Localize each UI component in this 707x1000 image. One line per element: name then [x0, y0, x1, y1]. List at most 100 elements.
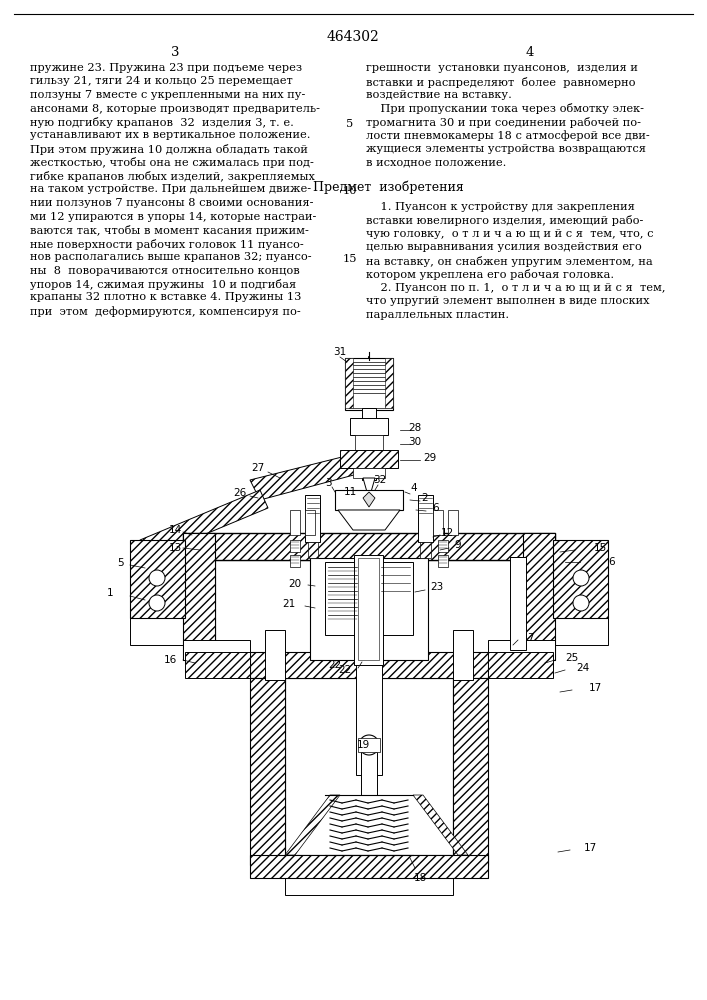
Text: 22: 22 [339, 665, 351, 675]
Polygon shape [363, 478, 375, 492]
Bar [130, 540, 185, 618]
Bar [418, 495, 433, 542]
Bar [378, 562, 413, 635]
Bar [488, 652, 553, 678]
Bar [250, 855, 488, 878]
Text: ваются так, чтобы в момент касания прижим-: ваются так, чтобы в момент касания прижи… [30, 225, 309, 236]
Text: 16: 16 [163, 655, 177, 665]
Bar [215, 560, 523, 660]
Text: 18: 18 [414, 873, 426, 883]
Circle shape [573, 570, 589, 586]
Bar [310, 558, 428, 660]
Text: 9: 9 [455, 540, 461, 550]
Bar [183, 533, 555, 560]
Bar [358, 738, 380, 752]
Text: 2: 2 [421, 493, 428, 503]
Polygon shape [140, 490, 268, 558]
Text: нов располагались выше крапанов 32; пуансо-: нов располагались выше крапанов 32; пуан… [30, 252, 312, 262]
Text: гибке крапанов любых изделий, закрепляемых: гибке крапанов любых изделий, закрепляем… [30, 171, 315, 182]
Text: 4: 4 [526, 46, 534, 59]
Text: 32: 32 [373, 475, 387, 485]
Bar [285, 878, 453, 895]
Bar [345, 358, 353, 408]
Bar [356, 660, 382, 775]
Text: 26: 26 [233, 488, 247, 498]
Text: пружине 23. Пружина 23 при подъеме через: пружине 23. Пружина 23 при подъеме через [30, 63, 302, 73]
Text: 15: 15 [343, 254, 357, 264]
Text: 3: 3 [171, 46, 180, 59]
Bar [305, 510, 315, 535]
Polygon shape [363, 492, 375, 507]
Text: Предмет  изобретения: Предмет изобретения [312, 181, 463, 194]
Text: 1. Пуансон к устройству для закрепления: 1. Пуансон к устройству для закрепления [366, 202, 635, 212]
Text: 5: 5 [117, 558, 123, 568]
Text: упоров 14, сжимая пружины  10 и подгибая: упоров 14, сжимая пружины 10 и подгибая [30, 279, 296, 290]
Text: 464302: 464302 [327, 30, 380, 44]
Text: ную подгибку крапанов  32  изделия 3, т. е.: ную подгибку крапанов 32 изделия 3, т. е… [30, 117, 294, 128]
Text: грешности  установки пуансонов,  изделия и: грешности установки пуансонов, изделия и [366, 63, 638, 73]
Bar [265, 630, 285, 680]
Bar [350, 418, 388, 435]
Bar [130, 618, 185, 645]
Bar [385, 358, 393, 408]
Text: 28: 28 [409, 423, 421, 433]
Text: 23: 23 [431, 582, 443, 592]
Bar [349, 362, 389, 408]
Text: гильзу 21, тяги 24 и кольцо 25 перемещает: гильзу 21, тяги 24 и кольцо 25 перемещае… [30, 77, 293, 87]
Bar [433, 510, 443, 535]
Text: 11: 11 [344, 487, 356, 497]
Bar [185, 652, 250, 678]
Text: 25: 25 [566, 653, 578, 663]
Text: ные поверхности рабочих головок 11 пуансо-: ные поверхности рабочих головок 11 пуанс… [30, 238, 304, 249]
Text: в исходное положение.: в исходное положение. [366, 157, 506, 167]
Bar [290, 555, 300, 567]
Text: 21: 21 [282, 599, 296, 609]
Bar [553, 540, 608, 618]
Bar [358, 558, 379, 660]
Text: 2. Пуансон по п. 1,  о т л и ч а ю щ и й с я  тем,: 2. Пуансон по п. 1, о т л и ч а ю щ и й … [366, 283, 665, 293]
Text: 5: 5 [346, 119, 354, 129]
Text: ползуны 7 вместе с укрепленными на них пу-: ползуны 7 вместе с укрепленными на них п… [30, 90, 305, 100]
Bar [361, 752, 377, 795]
Polygon shape [338, 510, 400, 530]
Text: 14: 14 [168, 525, 182, 535]
Text: 10: 10 [343, 186, 357, 196]
Bar [355, 435, 383, 450]
Text: воздействие на вставку.: воздействие на вставку. [366, 90, 512, 100]
Text: что упругий элемент выполнен в виде плоских: что упругий элемент выполнен в виде плос… [366, 296, 650, 306]
Text: 6: 6 [433, 503, 439, 513]
Bar [420, 542, 431, 558]
Text: 17: 17 [583, 843, 597, 853]
Text: на таком устройстве. При дальнейшем движе-: на таком устройстве. При дальнейшем движ… [30, 184, 311, 194]
Circle shape [149, 570, 165, 586]
Bar [438, 540, 448, 552]
Bar [183, 640, 250, 660]
Bar [290, 540, 300, 552]
Circle shape [573, 595, 589, 611]
Bar [438, 555, 448, 567]
Text: 1: 1 [107, 588, 113, 598]
Text: 24: 24 [576, 663, 590, 673]
Text: 19: 19 [356, 740, 370, 750]
Text: 3: 3 [325, 478, 332, 488]
Bar [335, 490, 403, 510]
Text: целью выравнивания усилия воздействия его: целью выравнивания усилия воздействия ег… [366, 242, 642, 252]
Text: крапаны 32 плотно к вставке 4. Пружины 13: крапаны 32 плотно к вставке 4. Пружины 1… [30, 292, 301, 302]
Text: ны  8  поворачиваются относительно концов: ны 8 поворачиваются относительно концов [30, 265, 300, 275]
Text: 31: 31 [334, 347, 346, 357]
Bar [523, 533, 555, 660]
Text: на вставку, он снабжен упругим элементом, на: на вставку, он снабжен упругим элементом… [366, 256, 653, 267]
Text: вставки ювелирного изделия, имеющий рабо-: вставки ювелирного изделия, имеющий рабо… [366, 216, 643, 227]
Text: 4: 4 [411, 483, 417, 493]
Text: лости пневмокамеры 18 с атмосферой все дви-: лости пневмокамеры 18 с атмосферой все д… [366, 130, 650, 141]
Bar [285, 678, 453, 855]
Text: При пропускании тока через обмотку элек-: При пропускании тока через обмотку элек- [366, 104, 644, 114]
Text: котором укреплена его рабочая головка.: котором укреплена его рабочая головка. [366, 269, 614, 280]
Bar [345, 358, 393, 410]
Bar [353, 468, 385, 478]
Bar [183, 533, 215, 660]
Text: нии ползунов 7 пуансоны 8 своими основания-: нии ползунов 7 пуансоны 8 своими основан… [30, 198, 313, 208]
Bar [362, 408, 376, 480]
Text: 20: 20 [288, 579, 302, 589]
Text: параллельных пластин.: параллельных пластин. [366, 310, 509, 320]
